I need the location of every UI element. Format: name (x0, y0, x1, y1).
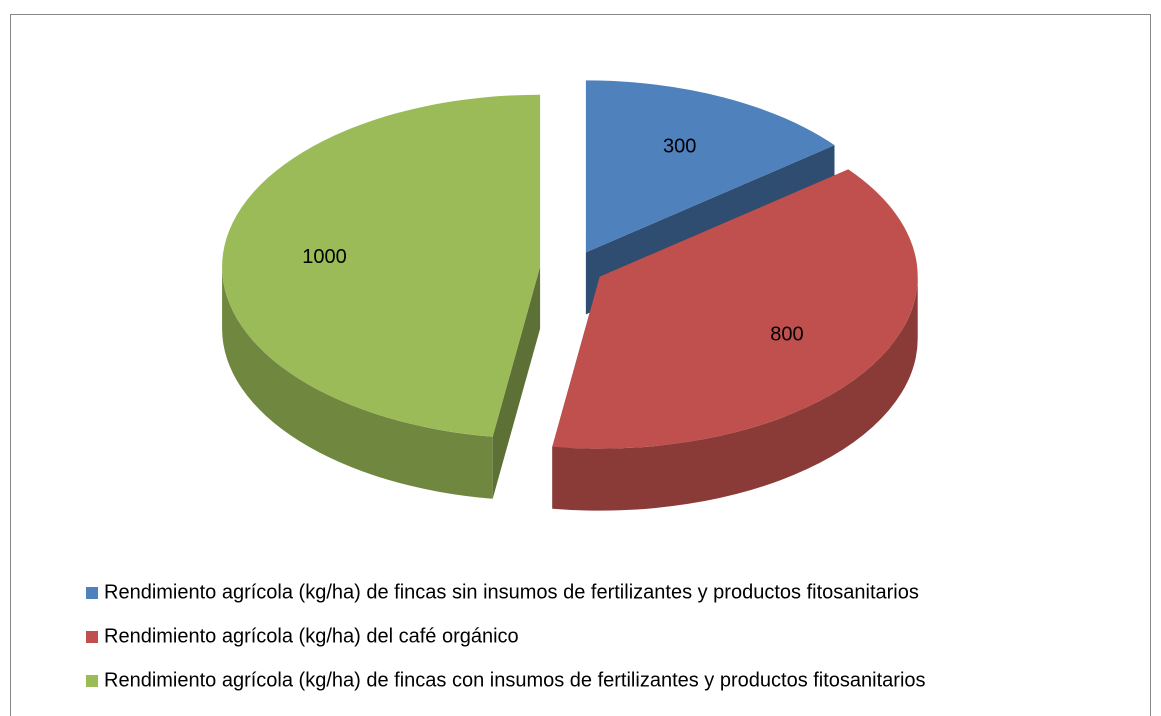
pie-slice (222, 94, 541, 499)
legend-swatch (86, 675, 98, 687)
data-label: 300 (663, 135, 696, 157)
slice-top (585, 80, 835, 253)
slice-cut-face (492, 266, 541, 499)
pie-slice (552, 169, 918, 511)
data-label: 1000 (302, 246, 347, 268)
legend-label: Rendimiento agrícola (kg/ha) del café or… (104, 625, 519, 647)
slice-side (222, 266, 493, 499)
legend-swatch (86, 587, 98, 599)
slice-side (552, 276, 918, 511)
data-label: 800 (770, 323, 803, 345)
legend-label: Rendimiento agrícola (kg/ha) de fincas s… (104, 581, 919, 603)
legend-swatch (86, 631, 98, 643)
slice-top (222, 94, 541, 437)
slice-top (552, 169, 918, 449)
legend-label: Rendimiento agrícola (kg/ha) de fincas c… (104, 669, 926, 691)
